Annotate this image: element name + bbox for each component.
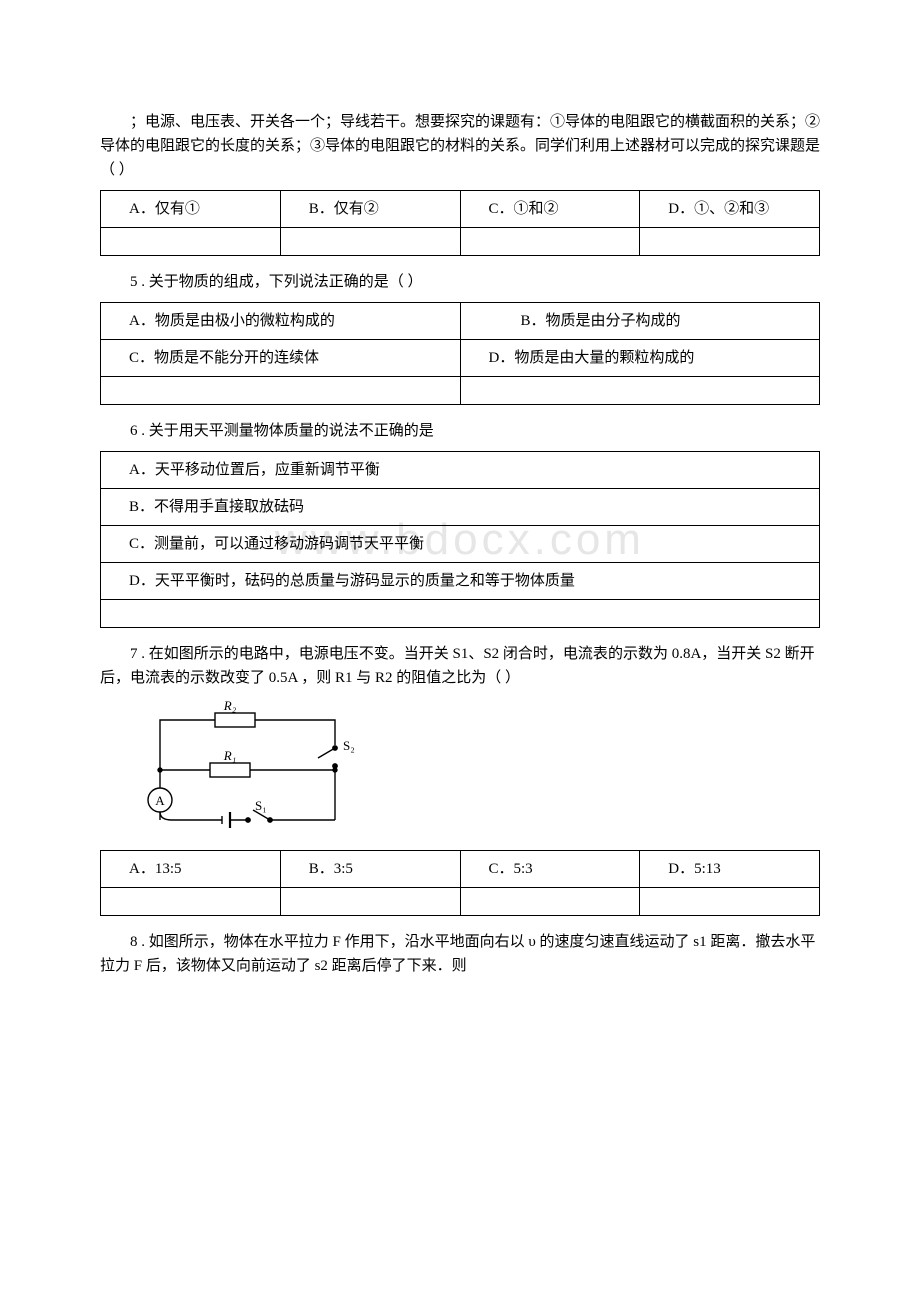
label-R2: R₂ — [223, 700, 237, 713]
q4-blank — [460, 228, 640, 256]
q6-optA: A．天平移动位置后，应重新调节平衡 — [101, 452, 820, 489]
q5-blank — [460, 377, 820, 405]
q7-blank — [101, 888, 281, 916]
q4-optA: A．仅有① — [101, 191, 281, 228]
q5-optD: D．物质是由大量的颗粒构成的 — [460, 340, 820, 377]
q6-stem: 6 . 关于用天平测量物体质量的说法不正确的是 — [100, 419, 820, 443]
q6-blank — [101, 600, 820, 628]
label-S2: S₂ — [343, 738, 355, 753]
q5-blank — [101, 377, 461, 405]
q4-optC: C．①和② — [460, 191, 640, 228]
q4-optB: B．仅有② — [280, 191, 460, 228]
q4-context: ；电源、电压表、开关各一个；导线若干。想要探究的课题有：①导体的电阻跟它的横截面… — [100, 110, 820, 182]
q6-optB: B．不得用手直接取放砝码 — [101, 489, 820, 526]
q4-blank — [280, 228, 460, 256]
q7-options-table: A．13:5 B．3:5 C．5:3 D．5:13 — [100, 850, 820, 916]
q8-stem: 8 . 如图所示，物体在水平拉力 F 作用下，沿水平地面向右以 υ 的速度匀速直… — [100, 930, 820, 978]
q7-optC: C．5:3 — [460, 851, 640, 888]
q5-optC: C．物质是不能分开的连续体 — [101, 340, 461, 377]
q5-stem: 5 . 关于物质的组成，下列说法正确的是（ ） — [100, 270, 820, 294]
q7-optB: B．3:5 — [280, 851, 460, 888]
label-R1: R₁ — [223, 748, 236, 763]
q4-blank — [101, 228, 281, 256]
q7-blank — [640, 888, 820, 916]
q7-blank — [280, 888, 460, 916]
label-A: A — [155, 793, 165, 808]
q6-optC: C．测量前，可以通过移动游码调节天平平衡 — [101, 526, 820, 563]
q7-optD: D．5:13 — [640, 851, 820, 888]
q5-options-table: A．物质是由极小的微粒构成的 B．物质是由分子构成的 C．物质是不能分开的连续体… — [100, 302, 820, 405]
q7-optA: A．13:5 — [101, 851, 281, 888]
q6-optD: D．天平平衡时，砝码的总质量与游码显示的质量之和等于物体质量 — [101, 563, 820, 600]
q7-stem: 7 . 在如图所示的电路中，电源电压不变。当开关 S1、S2 闭合时，电流表的示… — [100, 642, 820, 690]
q4-options-table: A．仅有① B．仅有② C．①和② D．①、②和③ — [100, 190, 820, 256]
q6-options-table: A．天平移动位置后，应重新调节平衡 B．不得用手直接取放砝码 C．测量前，可以通… — [100, 451, 820, 628]
circuit-svg: R₂ R₁ S₂ S₁ A — [140, 700, 360, 840]
label-S1: S₁ — [255, 798, 267, 813]
q7-blank — [460, 888, 640, 916]
q5-optB: B．物质是由分子构成的 — [460, 303, 820, 340]
q7-circuit-diagram: R₂ R₁ S₂ S₁ A — [140, 700, 820, 840]
q4-optD: D．①、②和③ — [640, 191, 820, 228]
q4-blank — [640, 228, 820, 256]
q5-optA: A．物质是由极小的微粒构成的 — [101, 303, 461, 340]
